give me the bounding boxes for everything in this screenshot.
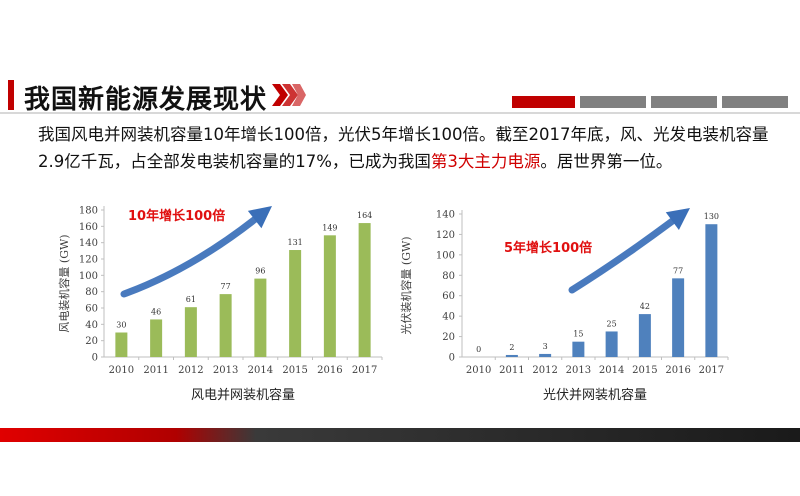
bar-value-label: 77 bbox=[673, 266, 683, 275]
bar-value-label: 149 bbox=[322, 223, 337, 232]
growth-arrow-shaft bbox=[120, 216, 259, 298]
x-tick-label: 2015 bbox=[282, 365, 307, 376]
bar bbox=[572, 341, 585, 357]
bar-value-label: 42 bbox=[640, 302, 650, 311]
x-tick-label: 2010 bbox=[466, 365, 491, 376]
header-divider bbox=[0, 112, 800, 114]
header-segment-gray-2 bbox=[651, 96, 717, 108]
bar-value-label: 96 bbox=[255, 267, 265, 276]
bar-value-label: 30 bbox=[116, 321, 126, 330]
y-tick-label: 60 bbox=[442, 291, 455, 302]
bar bbox=[638, 314, 651, 357]
y-tick-label: 80 bbox=[442, 271, 455, 282]
y-tick-label: 40 bbox=[442, 312, 455, 323]
bar bbox=[672, 278, 685, 357]
bar bbox=[150, 319, 163, 357]
chart-title: 光伏并网装机容量 bbox=[543, 387, 647, 403]
title-accent-bar bbox=[8, 80, 14, 110]
bar bbox=[505, 354, 518, 357]
bar bbox=[254, 278, 267, 357]
y-tick-label: 100 bbox=[79, 271, 98, 282]
bar-value-label: 61 bbox=[186, 295, 196, 304]
bar bbox=[605, 331, 618, 357]
x-tick-label: 2015 bbox=[632, 365, 657, 376]
y-tick-label: 120 bbox=[79, 255, 98, 266]
x-tick-label: 2016 bbox=[317, 365, 342, 376]
bar bbox=[115, 332, 128, 357]
bar bbox=[184, 307, 197, 357]
y-tick-label: 20 bbox=[442, 332, 455, 343]
y-tick-label: 20 bbox=[85, 336, 98, 347]
header-segment-gray-1 bbox=[580, 96, 646, 108]
bar-value-label: 3 bbox=[543, 342, 548, 351]
y-tick-label: 0 bbox=[449, 353, 455, 364]
growth-arrow-shaft bbox=[568, 217, 676, 294]
bar bbox=[289, 250, 302, 357]
y-tick-label: 80 bbox=[85, 287, 98, 298]
y-tick-label: 40 bbox=[85, 320, 98, 331]
x-tick-label: 2012 bbox=[532, 365, 557, 376]
chevron-right-icon bbox=[272, 84, 306, 106]
y-axis-label: 风电装机容量 (GW) bbox=[57, 234, 71, 332]
bar bbox=[539, 353, 552, 357]
bar bbox=[358, 223, 371, 357]
x-tick-label: 2017 bbox=[352, 365, 377, 376]
y-tick-label: 120 bbox=[436, 230, 455, 241]
page-title: 我国新能源发展现状 bbox=[24, 85, 268, 115]
bar-value-label: 130 bbox=[704, 212, 719, 221]
x-tick-label: 2012 bbox=[178, 365, 203, 376]
x-tick-label: 2017 bbox=[699, 365, 724, 376]
bar bbox=[705, 224, 718, 357]
bar-value-label: 164 bbox=[357, 211, 372, 220]
bar bbox=[219, 294, 232, 357]
intro-highlight: 第3大主力电源 bbox=[430, 152, 541, 171]
x-tick-label: 2014 bbox=[248, 365, 273, 376]
bar-value-label: 15 bbox=[573, 330, 583, 339]
bar-value-label: 77 bbox=[221, 282, 231, 291]
x-tick-label: 2016 bbox=[665, 365, 690, 376]
bar-value-label: 25 bbox=[607, 319, 617, 328]
y-tick-label: 160 bbox=[79, 222, 98, 233]
y-axis-label: 光伏装机容量 (GW) bbox=[399, 236, 413, 334]
y-tick-label: 140 bbox=[436, 210, 455, 221]
x-tick-label: 2011 bbox=[499, 365, 524, 376]
bar-value-label: 46 bbox=[151, 307, 161, 316]
x-tick-label: 2013 bbox=[213, 365, 238, 376]
y-tick-label: 100 bbox=[436, 250, 455, 261]
header-segment-gray-3 bbox=[722, 96, 788, 108]
growth-arrow-icon bbox=[665, 208, 690, 230]
bar bbox=[323, 235, 336, 357]
y-tick-label: 140 bbox=[79, 238, 98, 249]
y-tick-label: 180 bbox=[79, 206, 98, 217]
header-segment-red bbox=[512, 96, 575, 108]
bottom-band bbox=[0, 428, 800, 442]
intro-text: 我国风电并网装机容量10年增长100倍，光伏5年增长100倍。截至2017年底，… bbox=[38, 125, 769, 171]
x-tick-label: 2010 bbox=[109, 365, 134, 376]
intro-text-end: 。居世界第一位。 bbox=[540, 152, 673, 171]
y-tick-label: 60 bbox=[85, 304, 98, 315]
intro-paragraph: 我国风电并网装机容量10年增长100倍，光伏5年增长100倍。截至2017年底，… bbox=[38, 121, 778, 175]
x-tick-label: 2013 bbox=[566, 365, 591, 376]
bar-value-label: 131 bbox=[287, 238, 302, 247]
growth-arrow-icon bbox=[247, 206, 272, 229]
y-tick-label: 0 bbox=[92, 353, 98, 364]
chart-title: 风电并网装机容量 bbox=[191, 387, 295, 403]
bar-value-label: 2 bbox=[509, 343, 514, 352]
x-tick-label: 2011 bbox=[143, 365, 168, 376]
bar-value-label: 0 bbox=[476, 345, 481, 354]
growth-annotation: 5年增长100倍 bbox=[504, 240, 592, 256]
growth-annotation: 10年增长100倍 bbox=[128, 208, 225, 224]
x-tick-label: 2014 bbox=[599, 365, 624, 376]
